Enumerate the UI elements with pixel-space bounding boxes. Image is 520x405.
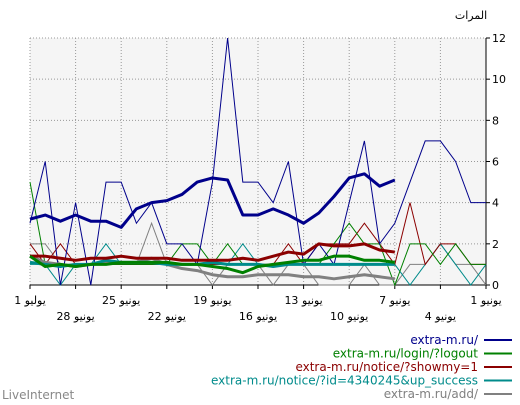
x-tick-label: 1 يونيو	[470, 294, 501, 307]
x-tick-label: 28 يونيو	[56, 310, 94, 323]
series-average-line	[29, 172, 396, 229]
y-tick-label: 6	[492, 156, 499, 169]
x-tick-label: 4 يونيو	[425, 310, 456, 323]
legend-label: extra-m.ru/	[410, 333, 479, 347]
series-average-line	[29, 254, 396, 275]
y-tick-label: 8	[492, 114, 499, 127]
series-average-line	[30, 242, 396, 262]
y-tick-label: 4	[492, 197, 499, 210]
x-tick-label: 1 يوليو	[14, 294, 46, 307]
x-tick-label: 22 يونيو	[148, 310, 186, 323]
x-tick-label: 16 يونيو	[239, 310, 277, 323]
x-tick-label: 19 يونيو	[193, 294, 231, 307]
y-tick-label: 2	[492, 238, 499, 251]
x-tick-label: 7 يونيو	[379, 294, 410, 307]
legend-label: extra-m.ru/notice/?id=4340245&up_success	[211, 374, 478, 388]
y-ticks: 0 2 4 6 8 10 12	[486, 32, 506, 292]
series-daily-line	[29, 37, 486, 286]
legend-label: extra-m.ru/add/	[384, 387, 479, 401]
series-layer	[29, 37, 487, 287]
legend-label: extra-m.ru/notice/?showmy=1	[295, 360, 478, 374]
x-tick-label: 25 يونيو	[102, 294, 140, 307]
y-axis-label: المرات	[455, 9, 487, 22]
x-tick-label: 13 يونيو	[284, 294, 322, 307]
x-tick-label: 10 يونيو	[330, 310, 368, 323]
y-tick-label: 10	[492, 73, 506, 86]
y-tick-label: 12	[492, 32, 506, 45]
y-tick-label: 0	[492, 279, 499, 292]
legend: extra-m.ru/extra-m.ru/login/?logoutextra…	[211, 333, 512, 401]
legend-label: extra-m.ru/login/?logout	[333, 347, 479, 361]
brand-label: LiveInternet	[2, 388, 74, 402]
x-ticks: 1 يوليو 28 يونيو 25 يونيو 22 يونيو 19 يونيو 1…	[14, 285, 502, 323]
grid	[29, 37, 487, 286]
